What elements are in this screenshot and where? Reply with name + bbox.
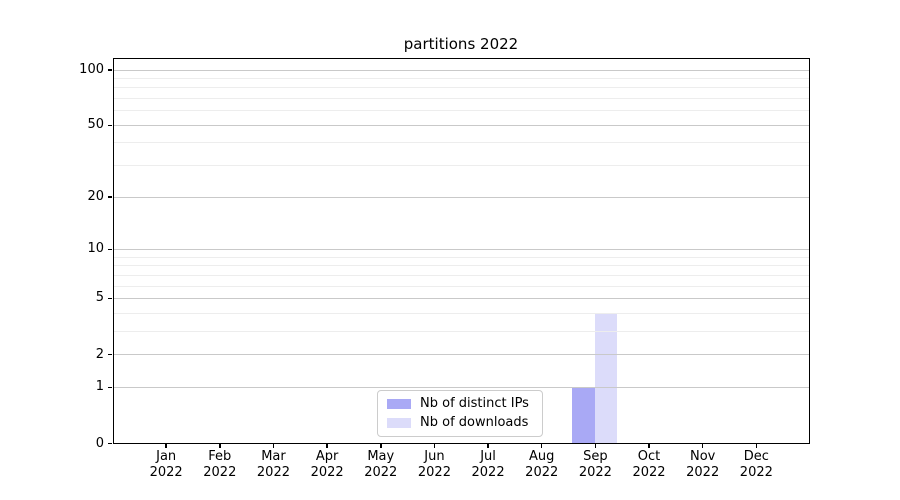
major-gridline-5 [113, 297, 809, 299]
x-tick-mark-nov [701, 443, 704, 448]
major-gridline-1 [113, 386, 809, 388]
y-tick-mark-0 [107, 442, 112, 445]
legend-label-nb-of-downloads: Nb of downloads [420, 415, 529, 430]
minor-gridline-3 [113, 330, 809, 332]
x-tick-label-mar: Mar 2022 [256, 449, 290, 480]
x-tick-mark-apr [326, 443, 328, 448]
x-tick-mark-may [380, 443, 382, 448]
x-tick-mark-sep [594, 443, 597, 448]
y-tick-mark-5 [107, 297, 112, 300]
x-tick-mark-oct [648, 443, 650, 448]
minor-gridline-70 [113, 98, 809, 100]
plot-area [112, 57, 810, 444]
legend-swatch-nb-of-distinct-ips [387, 399, 411, 409]
x-tick-mark-dec [755, 443, 758, 448]
legend-label-nb-of-distinct-ips: Nb of distinct IPs [420, 396, 529, 411]
x-tick-mark-aug [540, 443, 543, 448]
major-gridline-10 [113, 248, 809, 250]
y-tick-mark-2 [107, 353, 112, 356]
y-tick-mark-100 [107, 69, 112, 71]
y-tick-label-1: 1 [95, 379, 104, 395]
x-tick-label-sep: Sep 2022 [578, 449, 612, 480]
x-tick-mark-jan [165, 443, 167, 448]
minor-gridline-8 [113, 265, 809, 267]
chart-title: partitions 2022 [403, 35, 519, 53]
minor-gridline-7 [113, 274, 809, 276]
x-tick-mark-jun [433, 443, 436, 448]
minor-gridline-60 [113, 110, 809, 112]
y-tick-label-50: 50 [87, 117, 104, 133]
y-tick-label-5: 5 [95, 290, 104, 306]
bar-nb-of-distinct-ips-sep [572, 386, 595, 443]
legend-swatch-nb-of-downloads [387, 418, 411, 428]
x-tick-label-jun: Jun 2022 [417, 449, 451, 480]
y-tick-mark-20 [107, 196, 112, 198]
x-tick-label-aug: Aug 2022 [525, 449, 559, 480]
major-gridline-20 [113, 196, 809, 198]
minor-gridline-40 [113, 142, 809, 144]
major-gridline-2 [113, 354, 809, 356]
legend-item-nb-of-downloads: Nb of downloads [387, 415, 542, 431]
y-tick-label-100: 100 [79, 62, 104, 77]
x-tick-mark-mar [272, 443, 275, 448]
y-tick-label-0: 0 [95, 435, 104, 451]
major-gridline-50 [113, 124, 809, 126]
y-tick-mark-50 [107, 124, 112, 127]
x-tick-label-nov: Nov 2022 [686, 449, 720, 480]
minor-gridline-9 [113, 256, 809, 258]
x-tick-label-jan: Jan 2022 [149, 449, 183, 480]
x-tick-label-jul: Jul 2022 [471, 449, 505, 480]
x-tick-label-apr: Apr 2022 [310, 449, 344, 480]
minor-gridline-80 [113, 87, 809, 89]
y-tick-label-20: 20 [87, 189, 104, 205]
y-tick-label-2: 2 [95, 346, 104, 362]
y-tick-mark-10 [107, 248, 112, 251]
minor-gridline-6 [113, 285, 809, 287]
legend: Nb of distinct IPs Nb of downloads [377, 390, 543, 437]
minor-gridline-30 [113, 165, 809, 167]
bar-nb-of-downloads-sep [594, 312, 618, 443]
minor-gridline-4 [113, 312, 809, 314]
major-gridline-100 [113, 69, 809, 71]
x-tick-label-may: May 2022 [364, 449, 398, 480]
y-tick-label-10: 10 [87, 241, 104, 257]
x-tick-mark-feb [219, 443, 221, 448]
x-tick-label-oct: Oct 2022 [632, 449, 666, 480]
legend-item-nb-of-distinct-ips: Nb of distinct IPs [387, 396, 542, 412]
x-tick-label-feb: Feb 2022 [203, 449, 237, 480]
minor-gridline-90 [113, 77, 809, 79]
x-tick-label-dec: Dec 2022 [739, 449, 773, 480]
y-tick-mark-1 [107, 386, 112, 389]
x-tick-mark-jul [487, 443, 489, 448]
